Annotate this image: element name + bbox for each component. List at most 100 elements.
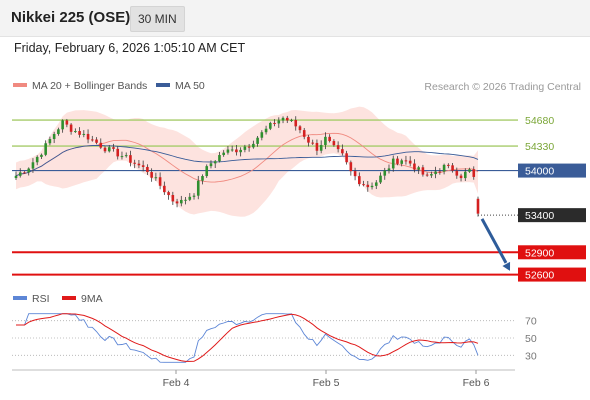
candle-body [438, 171, 442, 173]
rsi-swatch-icon [13, 296, 27, 301]
candle-body [451, 165, 454, 171]
candle-body [78, 131, 81, 135]
candle-body [430, 174, 433, 176]
ma50-line [15, 144, 479, 177]
candle-body [459, 175, 463, 179]
candle-body [171, 195, 175, 202]
last-price-label: 53400 [525, 210, 554, 222]
candle-body [116, 148, 120, 157]
candle-body [396, 158, 399, 164]
candle-body [235, 149, 238, 153]
ma9-swatch-icon [62, 296, 76, 301]
candle-body [239, 149, 242, 153]
candle-body [180, 199, 183, 204]
candle-body [285, 117, 289, 121]
candle-body [44, 143, 47, 155]
legend-ma9: 9MA [62, 293, 103, 305]
x-tick-label: Feb 5 [313, 377, 340, 389]
candle-body [99, 142, 103, 148]
candle-body [273, 122, 276, 124]
candle-body [366, 184, 370, 188]
candle-body [120, 156, 124, 158]
candle-body [358, 176, 361, 185]
resistance-label: 54680 [525, 115, 554, 127]
candle-body [230, 149, 234, 151]
candle-body [196, 180, 200, 196]
candle-body [311, 142, 314, 144]
candle-body [294, 120, 298, 127]
candle-body [264, 128, 268, 133]
timeframe-button[interactable]: 30 MIN [130, 6, 185, 32]
support-label: 52900 [525, 247, 554, 259]
candle-body [163, 185, 166, 193]
candle-body [379, 175, 382, 183]
candle-body [387, 168, 391, 171]
candle-body [400, 160, 404, 164]
candle-body [209, 163, 213, 167]
candle-body [133, 162, 136, 164]
support-label-box [518, 267, 586, 282]
bollinger-band-area [16, 106, 478, 217]
rsi-ma9-line [16, 313, 479, 362]
forecast-arrow-head-icon [502, 261, 511, 271]
candle-body [112, 147, 115, 149]
candle-body [150, 172, 153, 178]
legend-bollinger: MA 20 + Bollinger Bands [13, 80, 147, 92]
candle-body [158, 177, 162, 186]
candle-body [18, 172, 22, 176]
candle-body [40, 154, 43, 157]
candle-body [336, 145, 340, 150]
candle-body [425, 174, 429, 176]
candle-body [353, 171, 357, 177]
candle-body [184, 199, 187, 201]
x-tick-label: Feb 4 [163, 377, 190, 389]
candle-body [328, 136, 331, 142]
candle-body [27, 168, 31, 173]
candle-body [463, 171, 467, 179]
candle-body [90, 139, 94, 141]
candle-body [23, 172, 26, 174]
candle-body [302, 130, 306, 137]
candle-body [383, 170, 387, 176]
x-tick-label: Feb 6 [463, 377, 490, 389]
candle-body [391, 158, 395, 169]
candle-body [192, 195, 196, 197]
candle-body [247, 146, 251, 148]
candle-body [434, 171, 437, 175]
candle-body [124, 155, 128, 157]
candle-body [421, 167, 425, 175]
candle-body [404, 160, 408, 162]
candle-body [167, 192, 170, 196]
rsi-tick-label: 70 [525, 316, 537, 328]
candle-body [31, 162, 35, 169]
candle-body [324, 136, 327, 145]
forecast-arrow-shaft [480, 218, 508, 264]
candle-body [370, 185, 374, 188]
datetime-label: Friday, February 6, 2026 1:05:10 AM CET [14, 41, 246, 55]
chart-header: Nikkei 225 (OSE) 30 MIN [0, 0, 590, 37]
candle-body [226, 149, 230, 153]
candle-body [269, 122, 272, 129]
instrument-title: Nikkei 225 (OSE) [11, 9, 131, 26]
candle-body [48, 139, 52, 144]
candle-body [57, 129, 60, 135]
candle-body [417, 167, 420, 170]
candle-body [201, 176, 204, 181]
copyright-text: Research © 2026 Trading Central [424, 81, 581, 93]
candle-body [188, 196, 192, 200]
candle-body [345, 153, 348, 163]
last-price-label-box [518, 208, 586, 223]
candle-body [341, 149, 344, 154]
candle-body [61, 120, 64, 130]
candle-body [252, 143, 255, 148]
candle-body [472, 169, 476, 177]
candle-body [290, 120, 293, 122]
legend-bollinger-label: MA 20 + Bollinger Bands [32, 80, 148, 92]
candle-body [468, 169, 471, 172]
pivot-label: 54000 [525, 166, 554, 178]
candle-body [307, 136, 310, 143]
bollinger-swatch-icon [13, 83, 27, 88]
candle-body [95, 139, 98, 143]
candle-body [137, 163, 141, 166]
